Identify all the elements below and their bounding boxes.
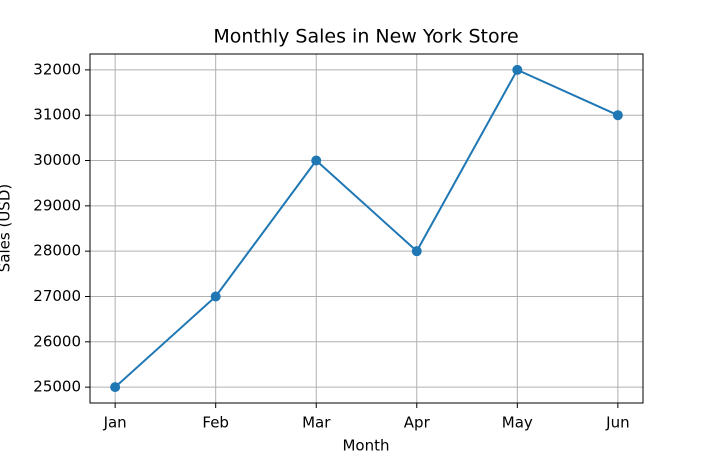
y-tick-label: 28000 xyxy=(33,242,81,260)
marker xyxy=(612,110,623,121)
marker xyxy=(411,246,422,257)
line xyxy=(114,68,619,388)
y-tick-label: 31000 xyxy=(33,106,81,124)
marker xyxy=(311,155,322,166)
y-tick-label: 25000 xyxy=(33,378,81,396)
x-tick-label: May xyxy=(502,414,533,432)
chart-title: Monthly Sales in New York Store xyxy=(213,26,518,48)
marker xyxy=(512,64,523,75)
marker xyxy=(210,291,221,302)
x-tick-label: Mar xyxy=(302,414,331,432)
y-axis-label: Sales (USD) xyxy=(0,184,14,272)
y-tick-label: 30000 xyxy=(33,151,81,169)
x-axis-label: Month xyxy=(342,437,389,453)
y-tick-label: 29000 xyxy=(33,196,81,214)
y-tick-label: 26000 xyxy=(33,332,81,350)
plot-frame xyxy=(89,53,644,404)
y-tick-label: 27000 xyxy=(33,287,81,305)
x-tick-label: Jun xyxy=(605,414,629,432)
x-tick-label: Feb xyxy=(202,414,229,432)
x-tick-label: Jan xyxy=(103,414,127,432)
marker xyxy=(110,382,121,393)
y-tick-label: 32000 xyxy=(33,60,81,78)
x-tick-label: Apr xyxy=(404,414,431,432)
